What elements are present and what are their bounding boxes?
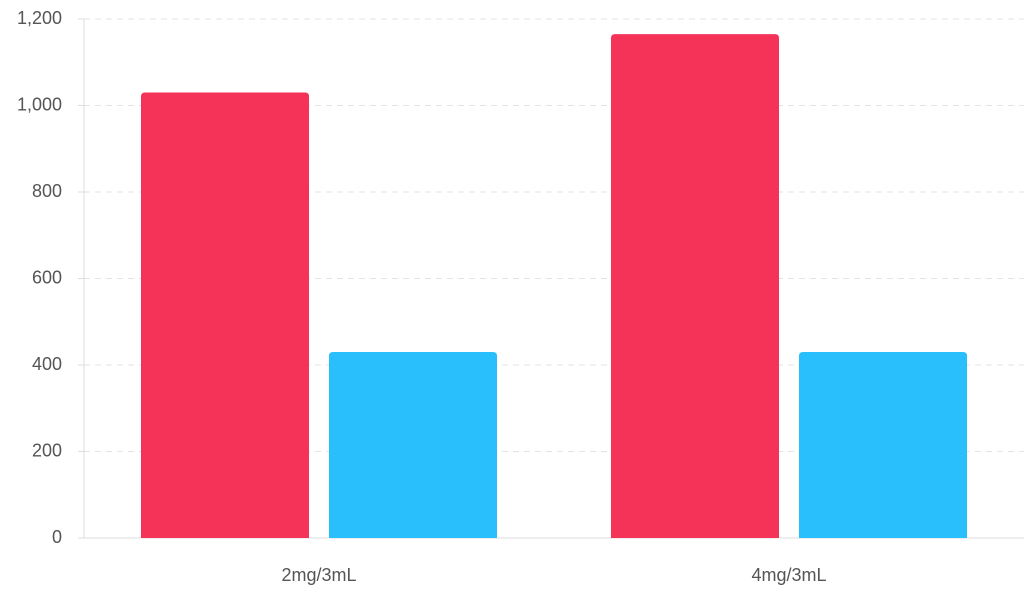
bar bbox=[329, 352, 497, 538]
y-tick-label: 600 bbox=[32, 267, 62, 287]
bar bbox=[799, 352, 967, 538]
x-tick-label: 4mg/3mL bbox=[751, 565, 826, 585]
y-tick-label: 0 bbox=[52, 527, 62, 547]
y-tick-label: 200 bbox=[32, 440, 62, 460]
y-tick-label: 800 bbox=[32, 181, 62, 201]
x-tick-label: 2mg/3mL bbox=[281, 565, 356, 585]
bar bbox=[141, 92, 309, 539]
y-tick-label: 1,000 bbox=[17, 94, 62, 114]
y-tick-label: 1,200 bbox=[17, 8, 62, 28]
y-tick-label: 400 bbox=[32, 354, 62, 374]
bar bbox=[611, 34, 779, 538]
